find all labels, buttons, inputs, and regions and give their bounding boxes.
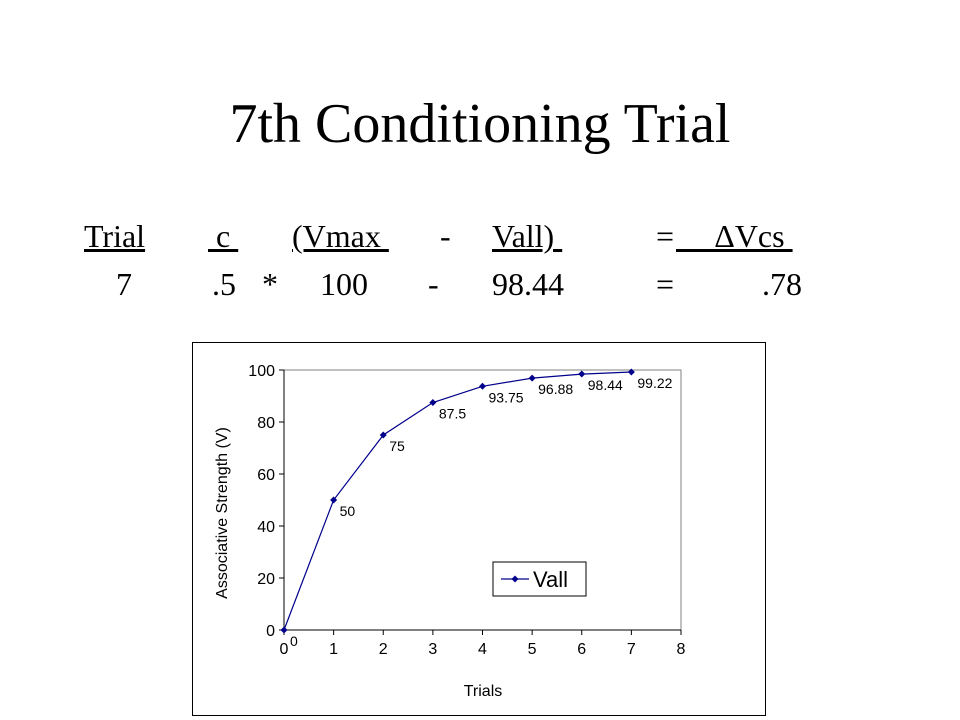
chart-frame: 0 20 40 60 80 100 0 1 2 3 4 5 6 7 8 0 50 75 87.5 93.75 96.8… xyxy=(192,342,766,716)
x-tick-label: 7 xyxy=(627,641,636,658)
line-chart: 0 20 40 60 80 100 0 1 2 3 4 5 6 7 8 0 50 75 87.5 93.75 96.8… xyxy=(214,363,686,700)
series-line xyxy=(283,371,632,631)
x-tick-label: 0 xyxy=(280,641,289,658)
eq-header-vmax: (Vmax xyxy=(292,218,389,254)
legend-label: Vall xyxy=(533,567,568,592)
eq-value-equals: = xyxy=(656,266,675,302)
y-tick-label: 80 xyxy=(257,415,275,432)
data-label: 0 xyxy=(290,633,298,649)
plot-area xyxy=(283,369,682,631)
x-tick-label: 2 xyxy=(379,641,388,658)
eq-value-delta-vcs: .78 xyxy=(762,266,802,302)
x-tick-label: 3 xyxy=(428,641,437,658)
data-point xyxy=(379,431,387,439)
y-tick-label: 100 xyxy=(248,363,275,380)
eq-value-minus: - xyxy=(428,266,439,302)
plot-border xyxy=(283,369,682,631)
data-label: 98.44 xyxy=(588,377,623,393)
x-tick-label: 6 xyxy=(577,641,586,658)
legend-marker xyxy=(511,575,519,583)
eq-header-c: c xyxy=(208,218,239,254)
x-tick-label: 8 xyxy=(677,641,686,658)
x-axis-label: Trials xyxy=(464,683,503,700)
eq-value-vall: 98.44 xyxy=(492,266,564,302)
eq-value-c: .5 xyxy=(212,266,236,302)
eq-header-delta-vcs: ΔVcs xyxy=(676,218,793,254)
y-tick-label: 60 xyxy=(257,467,275,484)
eq-value-trial: 7 xyxy=(116,266,132,302)
eq-value-vmax: 100 xyxy=(320,266,368,302)
data-label: 75 xyxy=(389,438,405,454)
slide-title: 7th Conditioning Trial xyxy=(229,93,731,155)
legend: Vall xyxy=(492,561,587,597)
y-tick-label: 20 xyxy=(257,571,275,588)
y-axis-label: Associative Strength (V) xyxy=(214,427,231,599)
eq-value-times: * xyxy=(262,266,278,302)
data-point xyxy=(578,370,586,378)
data-point xyxy=(528,374,536,382)
x-tick-label: 1 xyxy=(329,641,338,658)
eq-header-trial: Trial xyxy=(84,218,146,254)
data-label: 99.22 xyxy=(637,375,672,391)
data-point xyxy=(280,626,288,634)
eq-header-equals: = xyxy=(656,218,675,254)
x-tick-label: 4 xyxy=(478,641,487,658)
y-tick-label: 0 xyxy=(266,623,275,640)
series-group: 0 50 75 87.5 93.75 96.88 98.44 99.22 xyxy=(280,368,673,649)
data-label: 96.88 xyxy=(538,381,573,397)
data-label: 50 xyxy=(340,503,356,519)
eq-header-vall: Vall) xyxy=(492,218,563,254)
data-point xyxy=(429,399,437,406)
y-tick-label: 40 xyxy=(257,519,275,536)
data-point xyxy=(479,382,486,390)
data-point xyxy=(627,368,635,376)
axes: 0 20 40 60 80 100 0 1 2 3 4 5 6 7 8 xyxy=(248,363,685,658)
eq-header-minus: - xyxy=(440,218,451,254)
data-label: 93.75 xyxy=(489,389,524,405)
data-label: 87.5 xyxy=(439,406,466,422)
x-tick-label: 5 xyxy=(528,641,537,658)
data-point xyxy=(330,496,338,504)
